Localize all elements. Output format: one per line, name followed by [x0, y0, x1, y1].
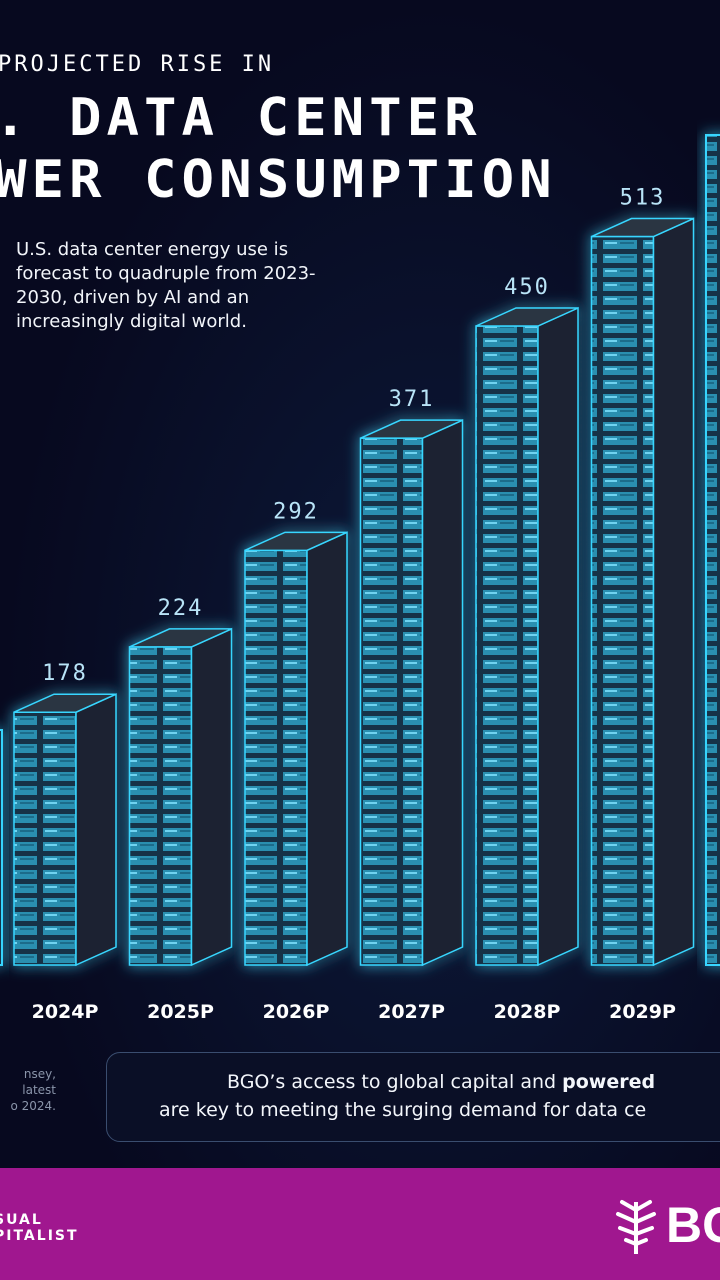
- category-label-2029P: 2029P: [609, 1001, 676, 1023]
- bar-2024P: [13, 693, 117, 967]
- value-label-2025P: 224: [158, 596, 204, 621]
- bar-2027P: [359, 419, 464, 967]
- category-label-2027P: 2027P: [378, 1001, 445, 1023]
- category-label-2025P: 2025P: [147, 1001, 214, 1023]
- footer-band: [0, 1168, 720, 1280]
- brand-left-line-1: SUAL: [0, 1212, 43, 1228]
- source-note: nsey, latest o 2024.: [0, 1066, 56, 1114]
- callout-line-2: are key to meeting the surging demand fo…: [159, 1099, 647, 1121]
- callout-bold-text: powered: [562, 1071, 656, 1093]
- bar-2025P: [128, 627, 233, 967]
- title-line-2: . DATA CENTER: [0, 87, 482, 148]
- bar-2029P: [590, 217, 695, 967]
- bgo-leaf-icon: [616, 1200, 656, 1254]
- title-line-1: PROJECTED RISE IN: [0, 52, 275, 77]
- value-label-2027P: 371: [389, 387, 435, 412]
- category-label-2026P: 2026P: [263, 1001, 330, 1023]
- bar-chart: 178 2024P 224 2025P 292 2026P 371 2027P 450 2028P…: [0, 134, 720, 1023]
- value-label-2029P: 513: [620, 186, 666, 211]
- title-line-3: WER CONSUMPTION: [0, 149, 557, 210]
- value-label-2028P: 450: [504, 275, 550, 300]
- visual-capitalist-logo: SUAL PITALIST: [0, 1212, 79, 1244]
- value-label-2026P: 292: [273, 499, 319, 524]
- brand-left-line-2: PITALIST: [0, 1228, 79, 1244]
- value-label-2024P: 178: [42, 661, 88, 686]
- chart-description: U.S. data center energy use is forecast …: [16, 239, 316, 332]
- callout-box: BGO’s access to global capital and power…: [106, 1052, 720, 1142]
- callout-line-1: BGO’s access to global capital and power…: [227, 1071, 655, 1093]
- category-label-2024P: 2024P: [32, 1001, 99, 1023]
- source-line-2: latest: [22, 1083, 56, 1097]
- bgo-wordmark: BG: [666, 1197, 720, 1253]
- source-line-3: o 2024.: [10, 1099, 56, 1113]
- bar-partial-right: [705, 134, 720, 966]
- category-label-2028P: 2028P: [494, 1001, 561, 1023]
- bar-2026P: [244, 531, 348, 967]
- source-line-1: nsey,: [23, 1067, 56, 1081]
- callout-text: BGO’s access to global capital and: [227, 1071, 563, 1093]
- bar-2028P: [475, 306, 579, 967]
- bar-partial-left: [0, 729, 3, 966]
